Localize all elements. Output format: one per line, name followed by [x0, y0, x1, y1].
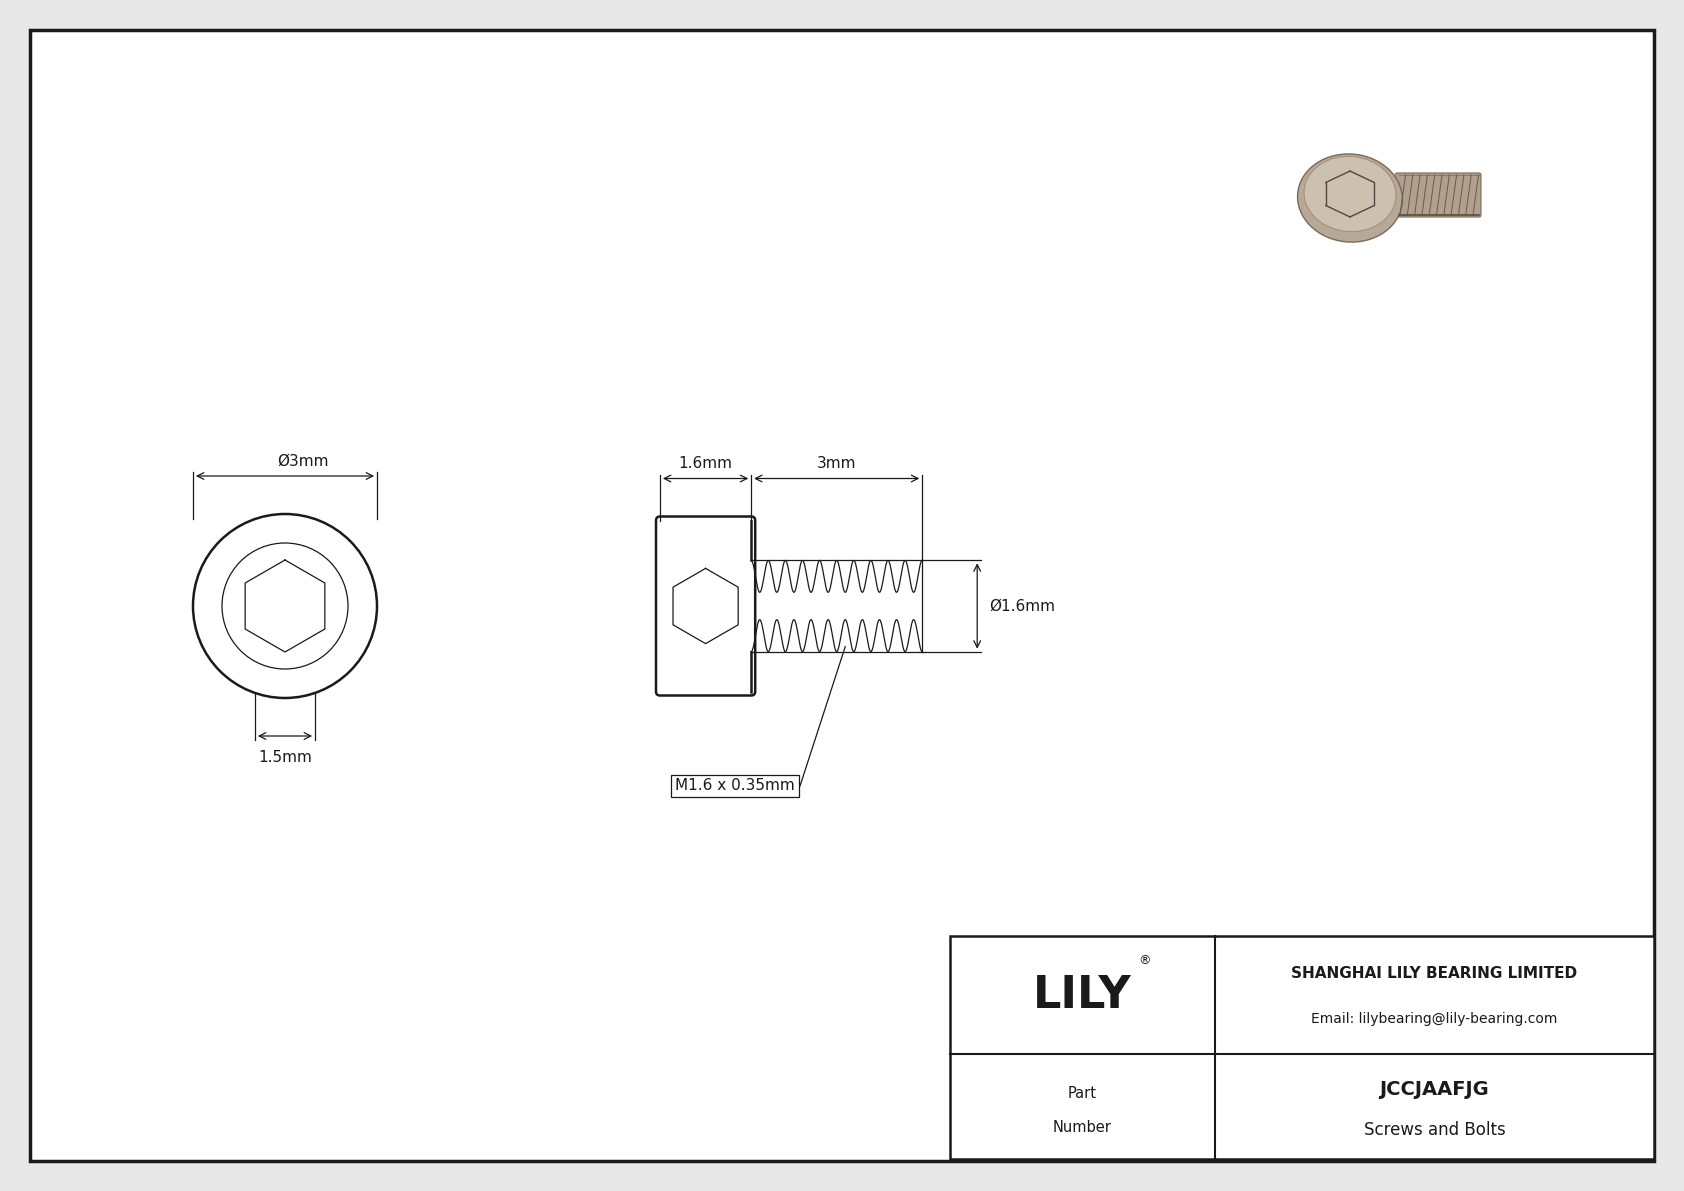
Text: Email: lilybearing@lily-bearing.com: Email: lilybearing@lily-bearing.com — [1312, 1011, 1558, 1025]
Text: Number: Number — [1052, 1120, 1111, 1135]
Text: SHANGHAI LILY BEARING LIMITED: SHANGHAI LILY BEARING LIMITED — [1292, 966, 1578, 981]
Text: Ø1.6mm: Ø1.6mm — [989, 599, 1056, 613]
Ellipse shape — [1303, 156, 1396, 231]
Text: JCCJAAFJG: JCCJAAFJG — [1379, 1080, 1489, 1099]
Text: Screws and Bolts: Screws and Bolts — [1364, 1121, 1505, 1139]
Text: 3mm: 3mm — [817, 455, 857, 470]
Text: ®: ® — [1138, 954, 1150, 967]
Text: M1.6 x 0.35mm: M1.6 x 0.35mm — [675, 779, 795, 793]
Bar — [950, 936, 1654, 1159]
Circle shape — [222, 543, 349, 669]
FancyBboxPatch shape — [657, 517, 754, 696]
Text: Ø3mm: Ø3mm — [278, 454, 328, 469]
Text: LILY: LILY — [1034, 973, 1132, 1016]
FancyBboxPatch shape — [1394, 173, 1480, 217]
Text: 1.5mm: 1.5mm — [258, 750, 312, 765]
Text: Part: Part — [1068, 1086, 1096, 1102]
Text: 1.6mm: 1.6mm — [679, 455, 733, 470]
Ellipse shape — [1298, 154, 1403, 242]
Circle shape — [194, 515, 377, 698]
